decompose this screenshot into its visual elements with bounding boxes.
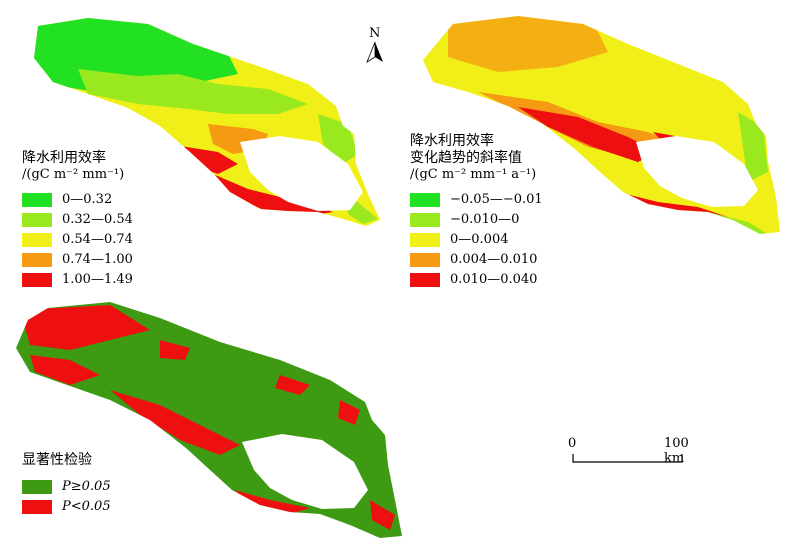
legend-swatch <box>22 273 52 287</box>
legend-wue-unit: /(gC m⁻² mm⁻¹) <box>22 167 125 182</box>
scale-bar-line <box>572 454 683 463</box>
legend-trend: 降水利用效率 变化趋势的斜率值 /(gC m⁻² mm⁻¹ a⁻¹) −0.05… <box>410 133 543 290</box>
legend-wue-title: 降水利用效率 <box>22 150 106 166</box>
legend-label: 0—0.004 <box>450 232 509 247</box>
legend-trend-item: −0.010—0 <box>410 210 543 230</box>
legend-significance: 显著性检验 P≥0.05 P<0.05 <box>22 452 111 517</box>
scale-bar: 0 100 km <box>560 436 700 466</box>
legend-wue-item: 1.00—1.49 <box>22 270 133 290</box>
legend-trend-unit: /(gC m⁻² mm⁻¹ a⁻¹) <box>410 167 537 182</box>
north-arrow: N <box>364 26 386 66</box>
legend-swatch <box>410 253 440 267</box>
legend-label: 1.00—1.49 <box>62 272 133 287</box>
legend-label: 0—0.32 <box>62 192 113 207</box>
legend-label: 0.74—1.00 <box>62 252 133 267</box>
legend-trend-item: −0.05—−0.01 <box>410 190 543 210</box>
legend-swatch <box>410 193 440 207</box>
legend-label: −0.05—−0.01 <box>450 192 543 207</box>
legend-swatch <box>22 500 52 514</box>
legend-swatch <box>410 213 440 227</box>
legend-label: P≥0.05 <box>62 479 111 494</box>
legend-trend-item: 0.010—0.040 <box>410 270 543 290</box>
scale-start-label: 0 <box>568 436 577 451</box>
legend-trend-item: 0.004—0.010 <box>410 250 543 270</box>
north-label: N <box>369 26 381 41</box>
legend-swatch <box>410 233 440 247</box>
legend-label: 0.004—0.010 <box>450 252 538 267</box>
map-wue <box>34 18 380 226</box>
legend-trend-title2: 变化趋势的斜率值 <box>410 150 522 166</box>
legend-swatch <box>22 193 52 207</box>
legend-wue-item: 0—0.32 <box>22 190 133 210</box>
legend-swatch <box>22 253 52 267</box>
legend-sig-item: P<0.05 <box>22 497 111 517</box>
legend-trend-title: 降水利用效率 <box>410 133 494 149</box>
legend-label: P<0.05 <box>62 499 111 514</box>
legend-label: 0.32—0.54 <box>62 212 133 227</box>
legend-wue-item: 0.74—1.00 <box>22 250 133 270</box>
legend-sig-title: 显著性检验 <box>22 452 92 468</box>
legend-wue-item: 0.32—0.54 <box>22 210 133 230</box>
legend-label: 0.54—0.74 <box>62 232 133 247</box>
legend-swatch <box>410 273 440 287</box>
legend-swatch <box>22 233 52 247</box>
legend-swatch <box>22 480 52 494</box>
map-significance <box>16 302 402 538</box>
legend-sig-item: P≥0.05 <box>22 477 111 497</box>
map-trend <box>423 16 780 234</box>
legend-label: −0.010—0 <box>450 212 520 227</box>
legend-wue: 降水利用效率 /(gC m⁻² mm⁻¹) 0—0.32 0.32—0.54 0… <box>22 150 133 290</box>
legend-swatch <box>22 213 52 227</box>
legend-trend-item: 0—0.004 <box>410 230 543 250</box>
legend-wue-item: 0.54—0.74 <box>22 230 133 250</box>
north-arrow-icon <box>366 41 383 63</box>
legend-label: 0.010—0.040 <box>450 272 538 287</box>
